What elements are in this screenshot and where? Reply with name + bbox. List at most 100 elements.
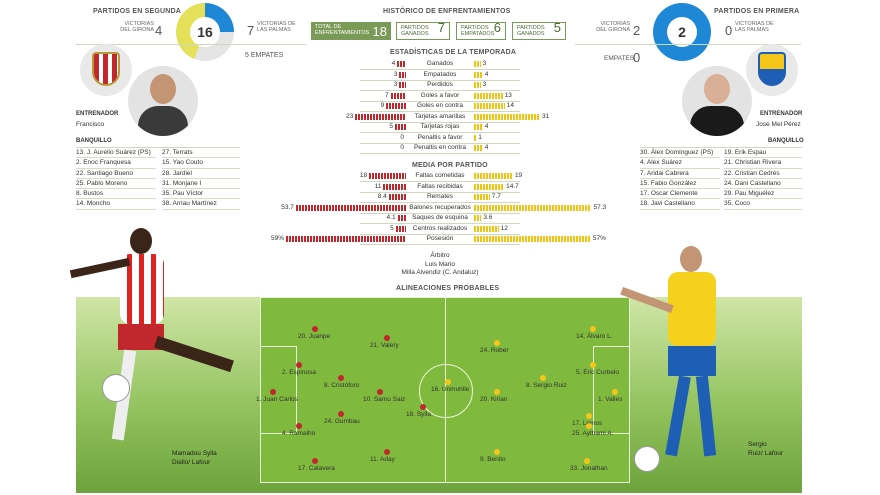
stat-bar-laspalmas (474, 183, 505, 190)
bench-player: 38. Arnau Martínez (162, 199, 240, 210)
history-total-label: TOTAL DE ENFRENTAMIENTOS (315, 24, 370, 36)
stat-bar-laspalmas (474, 113, 540, 120)
right-bench-list-a: 30. Álex Domínguez (PS) 4. Alex Suárez 7. … (640, 148, 720, 210)
stat-label: Balones recuperados (409, 203, 471, 211)
player-dot (612, 389, 618, 395)
bench-player: 22. Santiago Bueno (76, 169, 156, 179)
stat-bar-girona (399, 71, 406, 78)
stat-bar-laspalmas (474, 103, 505, 109)
referee-origin: Milla Alvendiz (C. Andaluz) (401, 269, 479, 276)
divider (360, 202, 520, 203)
stat-value-girona: 23 (346, 112, 354, 120)
laspalmas-coach-photo (682, 66, 752, 136)
bench-player: 13. J. Aurelio Suárez (PS) (76, 148, 156, 159)
player-dot (494, 389, 500, 395)
right-bench-title: BANQUILLO (768, 138, 804, 144)
bench-player: 15. Fabio González (640, 179, 720, 190)
player-name: 14. Álvaro L. (576, 333, 613, 340)
stat-bar-laspalmas (474, 124, 483, 130)
stat-label: Remates (426, 193, 453, 200)
stat-bar-laspalmas (474, 204, 592, 211)
stat-value-laspalmas: 14 (506, 102, 515, 109)
left-total-games: 16 (190, 17, 220, 47)
stat-bar-girona (399, 82, 406, 88)
right-bench-list-b: 19. Erik Espau 21. Christian Rivera 22. Cr… (724, 148, 802, 210)
stat-value-girona: 53.7 (281, 203, 294, 211)
bench-player: 35. Coco (724, 199, 802, 210)
right-draws: 0 (633, 50, 641, 65)
bench-player: 31. Monjane I (162, 179, 240, 190)
stat-value-girona: 59% (270, 235, 284, 242)
left-bench-title: BANQUILLO (76, 138, 112, 144)
divider (76, 147, 240, 148)
history-box-1-value: 7 (437, 20, 445, 35)
stat-row: Tarjetas rojas 5 4 (360, 122, 520, 133)
bench-player: 35. Pau Víctor (162, 189, 240, 200)
player-dot (270, 389, 276, 395)
player-name: 24. Gumbau (324, 418, 360, 425)
player-dot (494, 449, 500, 455)
player-dot (420, 404, 426, 410)
stat-value-laspalmas: 19 (514, 172, 523, 179)
divider (360, 132, 520, 133)
bench-player: 8. Bustos (76, 189, 156, 200)
left-bench-list-b: 27. Terrats 15. Yao Couto 28. Jardiel 31. M… (162, 148, 240, 210)
bench-player: 24. Dani Castellano (724, 179, 802, 190)
left-photo-name: Mamadou Sylla (172, 450, 217, 457)
player-dot (377, 389, 383, 395)
stat-row: Penaltis en contra 0 4 (360, 143, 520, 154)
divider (360, 153, 520, 154)
player-dot (338, 375, 344, 381)
left-history-donut: 16 (176, 3, 234, 61)
history-box-3-value: 5 (553, 20, 561, 35)
stat-bar-laspalmas (474, 92, 503, 99)
divider (575, 44, 801, 45)
average-title: MEDIA POR PARTIDO (412, 162, 488, 169)
bench-player: 30. Álex Domínguez (PS) (640, 148, 720, 159)
stat-label: Tarjetas rojas (420, 123, 460, 130)
stat-value-girona: 8.4 (377, 193, 387, 200)
stat-bar-girona (395, 225, 406, 232)
divider (360, 79, 520, 81)
stat-value-laspalmas: 4 (484, 70, 489, 78)
season-title: ESTADÍSTICAS DE LA TEMPORADA (390, 49, 517, 56)
right-total-games: 2 (667, 17, 697, 47)
history-box-1-label: PARTIDOS GANADOS (401, 25, 429, 37)
left-laspalmas-wins: 7 (247, 23, 255, 38)
bench-player: 22. Cristian Cedrés (724, 169, 802, 179)
stat-row: Perdidos 3 3 (360, 80, 520, 91)
stat-bar-laspalmas (474, 194, 490, 200)
bench-player: 21. Christian Rivera (724, 158, 802, 169)
stat-label: Ganados (426, 60, 454, 67)
player-dot (584, 458, 590, 464)
bench-player: 25. Pablo Moreno (76, 179, 156, 190)
stat-value-laspalmas: 12 (500, 224, 508, 232)
player-name: 5. Eric Curbelo (576, 369, 619, 376)
right-photo-name: Sergio (748, 441, 767, 448)
stat-row: Goles a favor 7 13 (360, 91, 520, 102)
bench-player: 27. Terrats (162, 148, 240, 159)
player-dot (312, 458, 318, 464)
history-title: HISTÓRICO DE ENFRENTAMIENTOS (383, 8, 511, 15)
player-dot (384, 335, 390, 341)
bench-player: 14. Moncho (76, 199, 156, 210)
stat-row: Penaltis a favor 0 1 (360, 133, 520, 144)
stat-value-laspalmas: 4 (484, 144, 489, 151)
stat-value-girona: 3 (393, 81, 398, 88)
left-photo-caption: Mamadou Sylla Diallo/ Lafour (172, 449, 217, 467)
stat-value-girona: 0 (400, 144, 404, 151)
bench-player: 7. Aridai Cabrera (640, 169, 720, 179)
player-name: 1. Valles (598, 396, 623, 403)
stat-bar-girona (397, 61, 406, 67)
history-box-2: PARTIDOS EMPATADOS 6 (456, 21, 506, 40)
left-bench-list-a: 13. J. Aurelio Suárez (PS) 2. Enoc Franqu… (76, 148, 156, 210)
stat-row: Ganados 4 3 (360, 59, 520, 70)
player-name: 8. Cristóforo (324, 382, 360, 389)
stat-value-laspalmas: 3 (482, 60, 487, 67)
girona-player-figure (69, 228, 240, 478)
stat-bar-girona (386, 103, 406, 109)
bench-player: 15. Yao Couto (162, 158, 240, 169)
right-photo-caption: Sergio Ruiz/ Lafour (748, 440, 783, 458)
laspalmas-crest (746, 44, 798, 96)
stat-value-girona: 9 (380, 102, 385, 109)
